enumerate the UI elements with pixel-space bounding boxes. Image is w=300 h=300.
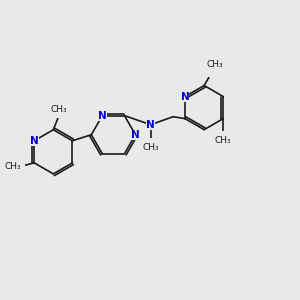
Text: CH₃: CH₃ [206,60,223,69]
Text: CH₃: CH₃ [50,105,67,114]
Text: CH₃: CH₃ [215,136,232,145]
Text: CH₃: CH₃ [142,143,159,152]
Text: N: N [131,130,140,140]
Text: N: N [30,136,39,146]
Text: CH₃: CH₃ [4,162,21,171]
Text: N: N [98,111,107,121]
Text: N: N [181,92,189,102]
Text: N: N [146,120,155,130]
